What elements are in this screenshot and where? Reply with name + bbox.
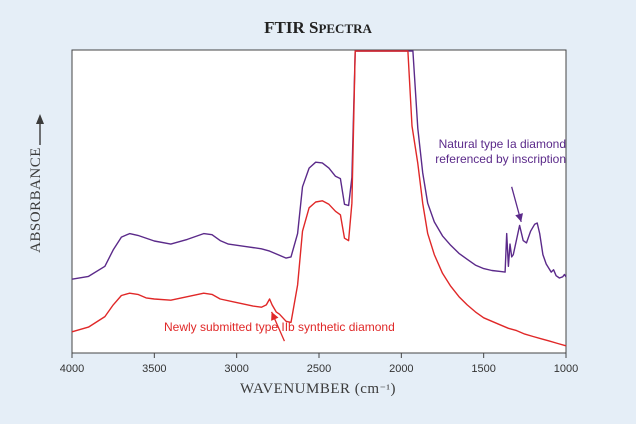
annotation-arrowhead: [271, 311, 279, 321]
annotation-text-line: Newly submitted type IIb synthetic diamo…: [164, 320, 395, 334]
x-tick-label: 2000: [389, 363, 413, 375]
y-axis-label-group: ABSORBANCE: [28, 114, 44, 253]
x-axis-ticks: 4000 3500 3000 2500 2000 1500 1000: [60, 353, 578, 375]
x-tick-label: 3000: [224, 363, 248, 375]
x-tick-label: 1500: [471, 363, 495, 375]
annotation-arrowhead: [515, 213, 523, 222]
series-line-natural-ia: [71, 50, 567, 280]
chart-title: FTIR SPECTRA: [264, 18, 372, 37]
x-tick-label: 2500: [307, 363, 331, 375]
series-group: [71, 50, 567, 347]
x-axis-label: WAVENUMBER (cm⁻¹): [240, 381, 396, 397]
annotation-text-line: referenced by inscription: [435, 152, 566, 166]
y-axis-arrow: [36, 114, 44, 145]
x-tick-label: 1000: [554, 363, 578, 375]
series-line-synthetic-iib: [71, 50, 567, 347]
x-tick-label: 3500: [142, 363, 166, 375]
y-axis-label: ABSORBANCE: [28, 147, 44, 253]
annotation-text-line: Natural type Ia diamond: [439, 137, 566, 151]
x-tick-label: 4000: [60, 363, 84, 375]
